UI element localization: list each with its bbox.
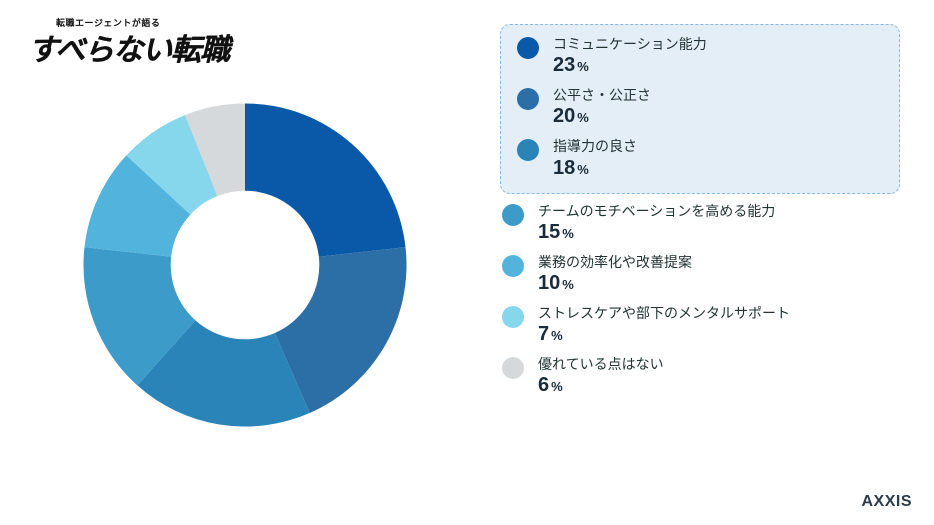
- legend-swatch-3: [502, 204, 524, 226]
- legend-swatch-5: [502, 306, 524, 328]
- legend-value-4: 10%: [538, 272, 900, 295]
- legend-item-4: 業務の効率化や改善提案10%: [500, 253, 900, 295]
- legend-value-1: 20%: [553, 105, 885, 128]
- legend-label-2: 指導力の良さ: [553, 137, 885, 155]
- legend-text-4: 業務の効率化や改善提案10%: [538, 253, 900, 295]
- legend-text-2: 指導力の良さ 18%: [553, 137, 885, 179]
- legend-label-4: 業務の効率化や改善提案: [538, 253, 900, 271]
- legend-item-6: 優れている点はない6%: [500, 355, 900, 397]
- legend-text-1: 公平さ・公正さ20%: [553, 86, 885, 128]
- legend-swatch-2: [517, 139, 539, 161]
- legend-item-5: ストレスケアや部下のメンタルサポート7%: [500, 304, 900, 346]
- brand-mark: AXXIS: [861, 493, 912, 511]
- legend-value-6: 6%: [538, 374, 900, 397]
- legend-item-0: コミュニケーション能力23%: [515, 35, 885, 77]
- legend-highlight-box: コミュニケーション能力23% 公平さ・公正さ20% 指導力の良さ 18%: [500, 24, 900, 194]
- legend-label-1: 公平さ・公正さ: [553, 86, 885, 104]
- legend-value-3: 15%: [538, 221, 900, 244]
- legend-text-0: コミュニケーション能力23%: [553, 35, 885, 77]
- legend-label-3: チームのモチベーションを高める能力: [538, 202, 900, 220]
- donut-chart: [75, 95, 415, 435]
- legend-text-6: 優れている点はない6%: [538, 355, 900, 397]
- legend-swatch-4: [502, 255, 524, 277]
- legend-label-6: 優れている点はない: [538, 355, 900, 373]
- legend-swatch-6: [502, 357, 524, 379]
- legend-item-1: 公平さ・公正さ20%: [515, 86, 885, 128]
- legend-swatch-1: [517, 88, 539, 110]
- legend-label-5: ストレスケアや部下のメンタルサポート: [538, 304, 900, 322]
- legend-value-2: 18%: [553, 157, 885, 180]
- donut-svg: [75, 95, 415, 435]
- donut-slice-0: [245, 104, 406, 257]
- site-logo: 転職エージェントが語る すべらない転職: [28, 16, 229, 69]
- page-root: { "logo": { "overline": "転職エージェントが語る", "…: [0, 0, 934, 525]
- legend-swatch-0: [517, 37, 539, 59]
- legend-text-3: チームのモチベーションを高める能力15%: [538, 202, 900, 244]
- legend-value-0: 23%: [553, 54, 885, 77]
- legend-item-2: 指導力の良さ 18%: [515, 137, 885, 179]
- legend: コミュニケーション能力23% 公平さ・公正さ20% 指導力の良さ 18% チームのモチベ…: [500, 24, 900, 406]
- legend-label-0: コミュニケーション能力: [553, 35, 885, 53]
- logo-main: すべらない転職: [28, 25, 229, 69]
- legend-text-5: ストレスケアや部下のメンタルサポート7%: [538, 304, 900, 346]
- legend-value-5: 7%: [538, 323, 900, 346]
- legend-item-3: チームのモチベーションを高める能力15%: [500, 202, 900, 244]
